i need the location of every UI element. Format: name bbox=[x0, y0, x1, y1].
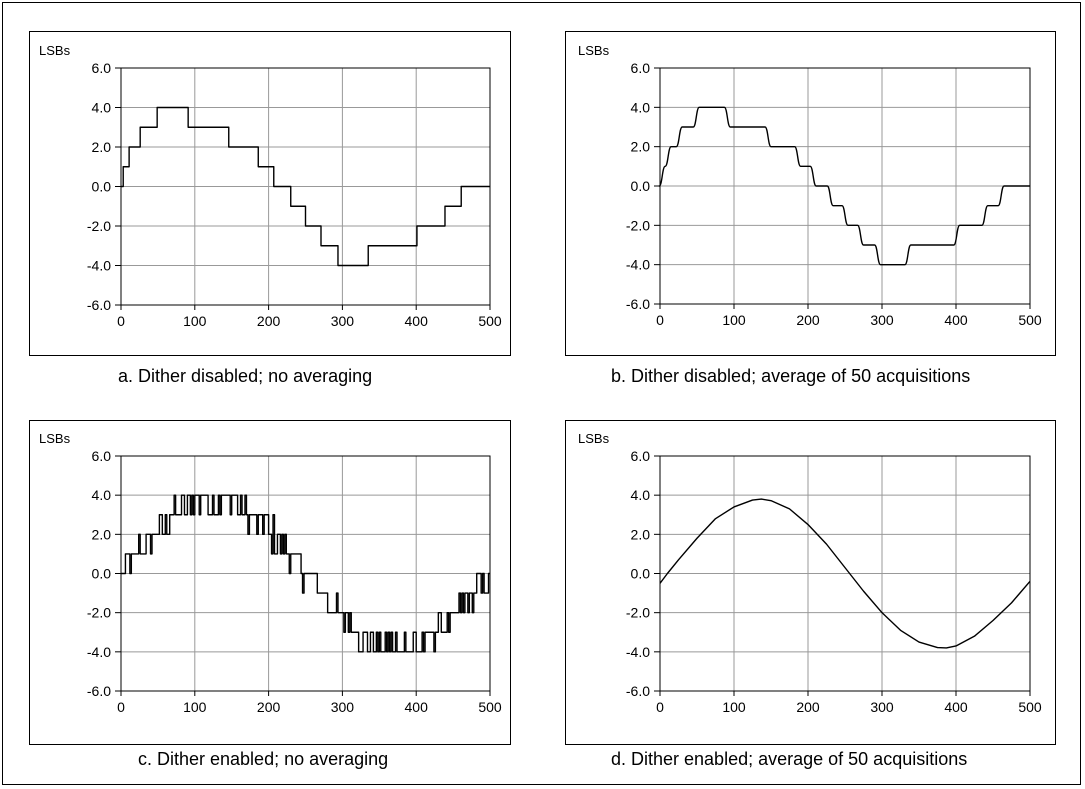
x-tick-label: 500 bbox=[478, 699, 502, 715]
y-tick-label: 2.0 bbox=[92, 139, 112, 155]
y-tick-label: 2.0 bbox=[631, 526, 651, 542]
y-tick-label: -2.0 bbox=[87, 218, 111, 234]
y-tick-label: 0.0 bbox=[631, 178, 651, 194]
x-tick-label: 100 bbox=[183, 699, 207, 715]
x-tick-label: 400 bbox=[944, 699, 968, 715]
y-tick-label: 4.0 bbox=[92, 487, 112, 503]
y-tick-label: 0.0 bbox=[92, 179, 112, 195]
y-axis-label: LSBs bbox=[578, 431, 610, 446]
y-tick-label: -4.0 bbox=[626, 257, 650, 273]
panel-a-box bbox=[29, 31, 511, 356]
x-tick-label: 0 bbox=[117, 699, 125, 715]
y-tick-label: 0.0 bbox=[631, 566, 651, 582]
x-tick-label: 300 bbox=[870, 699, 894, 715]
y-tick-label: 6.0 bbox=[631, 60, 651, 76]
y-tick-label: 2.0 bbox=[631, 139, 651, 155]
y-tick-label: -6.0 bbox=[87, 683, 111, 699]
y-tick-label: -6.0 bbox=[87, 297, 111, 313]
x-tick-label: 0 bbox=[117, 313, 125, 329]
series-line bbox=[121, 494, 490, 653]
y-tick-label: 0.0 bbox=[92, 566, 112, 582]
x-tick-label: 100 bbox=[722, 699, 746, 715]
x-tick-label: 0 bbox=[656, 312, 664, 328]
panel-b-box bbox=[565, 31, 1056, 356]
x-tick-label: 100 bbox=[183, 313, 207, 329]
x-tick-label: 200 bbox=[796, 312, 820, 328]
series-line bbox=[659, 498, 1031, 649]
caption-a: a. Dither disabled; no averaging bbox=[118, 366, 373, 386]
y-tick-label: 4.0 bbox=[92, 100, 112, 116]
y-tick-label: -2.0 bbox=[87, 605, 111, 621]
x-tick-label: 300 bbox=[331, 699, 355, 715]
x-tick-label: 500 bbox=[1018, 312, 1042, 328]
y-tick-label: 4.0 bbox=[631, 99, 651, 115]
y-tick-label: 6.0 bbox=[92, 60, 112, 76]
y-tick-label: -4.0 bbox=[87, 644, 111, 660]
y-axis-label: LSBs bbox=[39, 43, 71, 58]
x-tick-label: 400 bbox=[405, 313, 429, 329]
series-line bbox=[121, 106, 490, 267]
y-tick-label: -2.0 bbox=[626, 217, 650, 233]
x-tick-label: 200 bbox=[257, 313, 281, 329]
y-tick-label: -4.0 bbox=[626, 644, 650, 660]
y-tick-label: 6.0 bbox=[631, 448, 651, 464]
y-tick-label: 4.0 bbox=[631, 487, 651, 503]
series-line bbox=[658, 106, 1030, 266]
x-tick-label: 500 bbox=[1018, 699, 1042, 715]
y-tick-label: 2.0 bbox=[92, 526, 112, 542]
y-tick-label: 6.0 bbox=[92, 448, 112, 464]
y-axis-label: LSBs bbox=[39, 431, 71, 446]
y-tick-label: -6.0 bbox=[626, 683, 650, 699]
caption-b: b. Dither disabled; average of 50 acquis… bbox=[611, 366, 971, 386]
caption-c: c. Dither enabled; no averaging bbox=[138, 749, 389, 769]
y-tick-label: -4.0 bbox=[87, 258, 111, 274]
y-tick-label: -6.0 bbox=[626, 296, 650, 312]
x-tick-label: 300 bbox=[331, 313, 355, 329]
x-tick-label: 500 bbox=[478, 313, 502, 329]
x-tick-label: 200 bbox=[796, 699, 820, 715]
y-tick-label: -2.0 bbox=[626, 605, 650, 621]
x-tick-label: 400 bbox=[405, 699, 429, 715]
x-tick-label: 0 bbox=[656, 699, 664, 715]
caption-d: d. Dither enabled; average of 50 acquisi… bbox=[611, 749, 968, 769]
x-tick-label: 200 bbox=[257, 699, 281, 715]
x-tick-label: 300 bbox=[870, 312, 894, 328]
x-tick-label: 400 bbox=[944, 312, 968, 328]
x-tick-label: 100 bbox=[722, 312, 746, 328]
y-axis-label: LSBs bbox=[578, 43, 610, 58]
